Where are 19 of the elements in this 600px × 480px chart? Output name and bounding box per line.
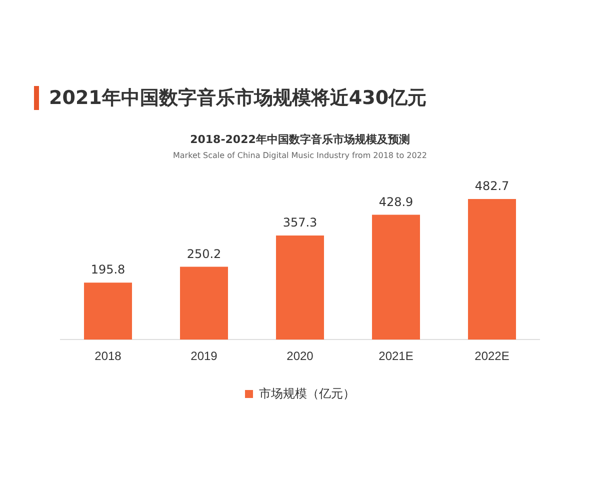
bar xyxy=(276,236,324,340)
x-tick-label: 2021E xyxy=(378,349,414,364)
legend-label: 市场规模（亿元） xyxy=(259,386,355,400)
x-tick-label: 2022E xyxy=(474,349,510,364)
x-tick-label: 2018 xyxy=(94,349,122,364)
chart-subtitle: 2018-2022年中国数字音乐市场规模及预测 xyxy=(189,132,411,147)
bar xyxy=(372,214,420,340)
bar xyxy=(180,266,228,340)
chart-title: 2021年中国数字音乐市场规模将近430亿元 xyxy=(34,86,427,110)
data-label: 357.3 xyxy=(282,216,318,230)
data-label: 250.2 xyxy=(186,246,222,261)
x-tick-label: 2020 xyxy=(286,349,314,364)
text: Market Scale of China Digital Music Industry from 2018 to 2022 xyxy=(172,151,428,160)
x-tick-label: 2019 xyxy=(190,349,218,364)
bar xyxy=(84,282,132,340)
data-label: 195.8 xyxy=(90,262,126,277)
data-label: 428.9 xyxy=(378,194,414,209)
bar xyxy=(468,199,516,340)
data-label: 482.7 xyxy=(474,179,510,194)
